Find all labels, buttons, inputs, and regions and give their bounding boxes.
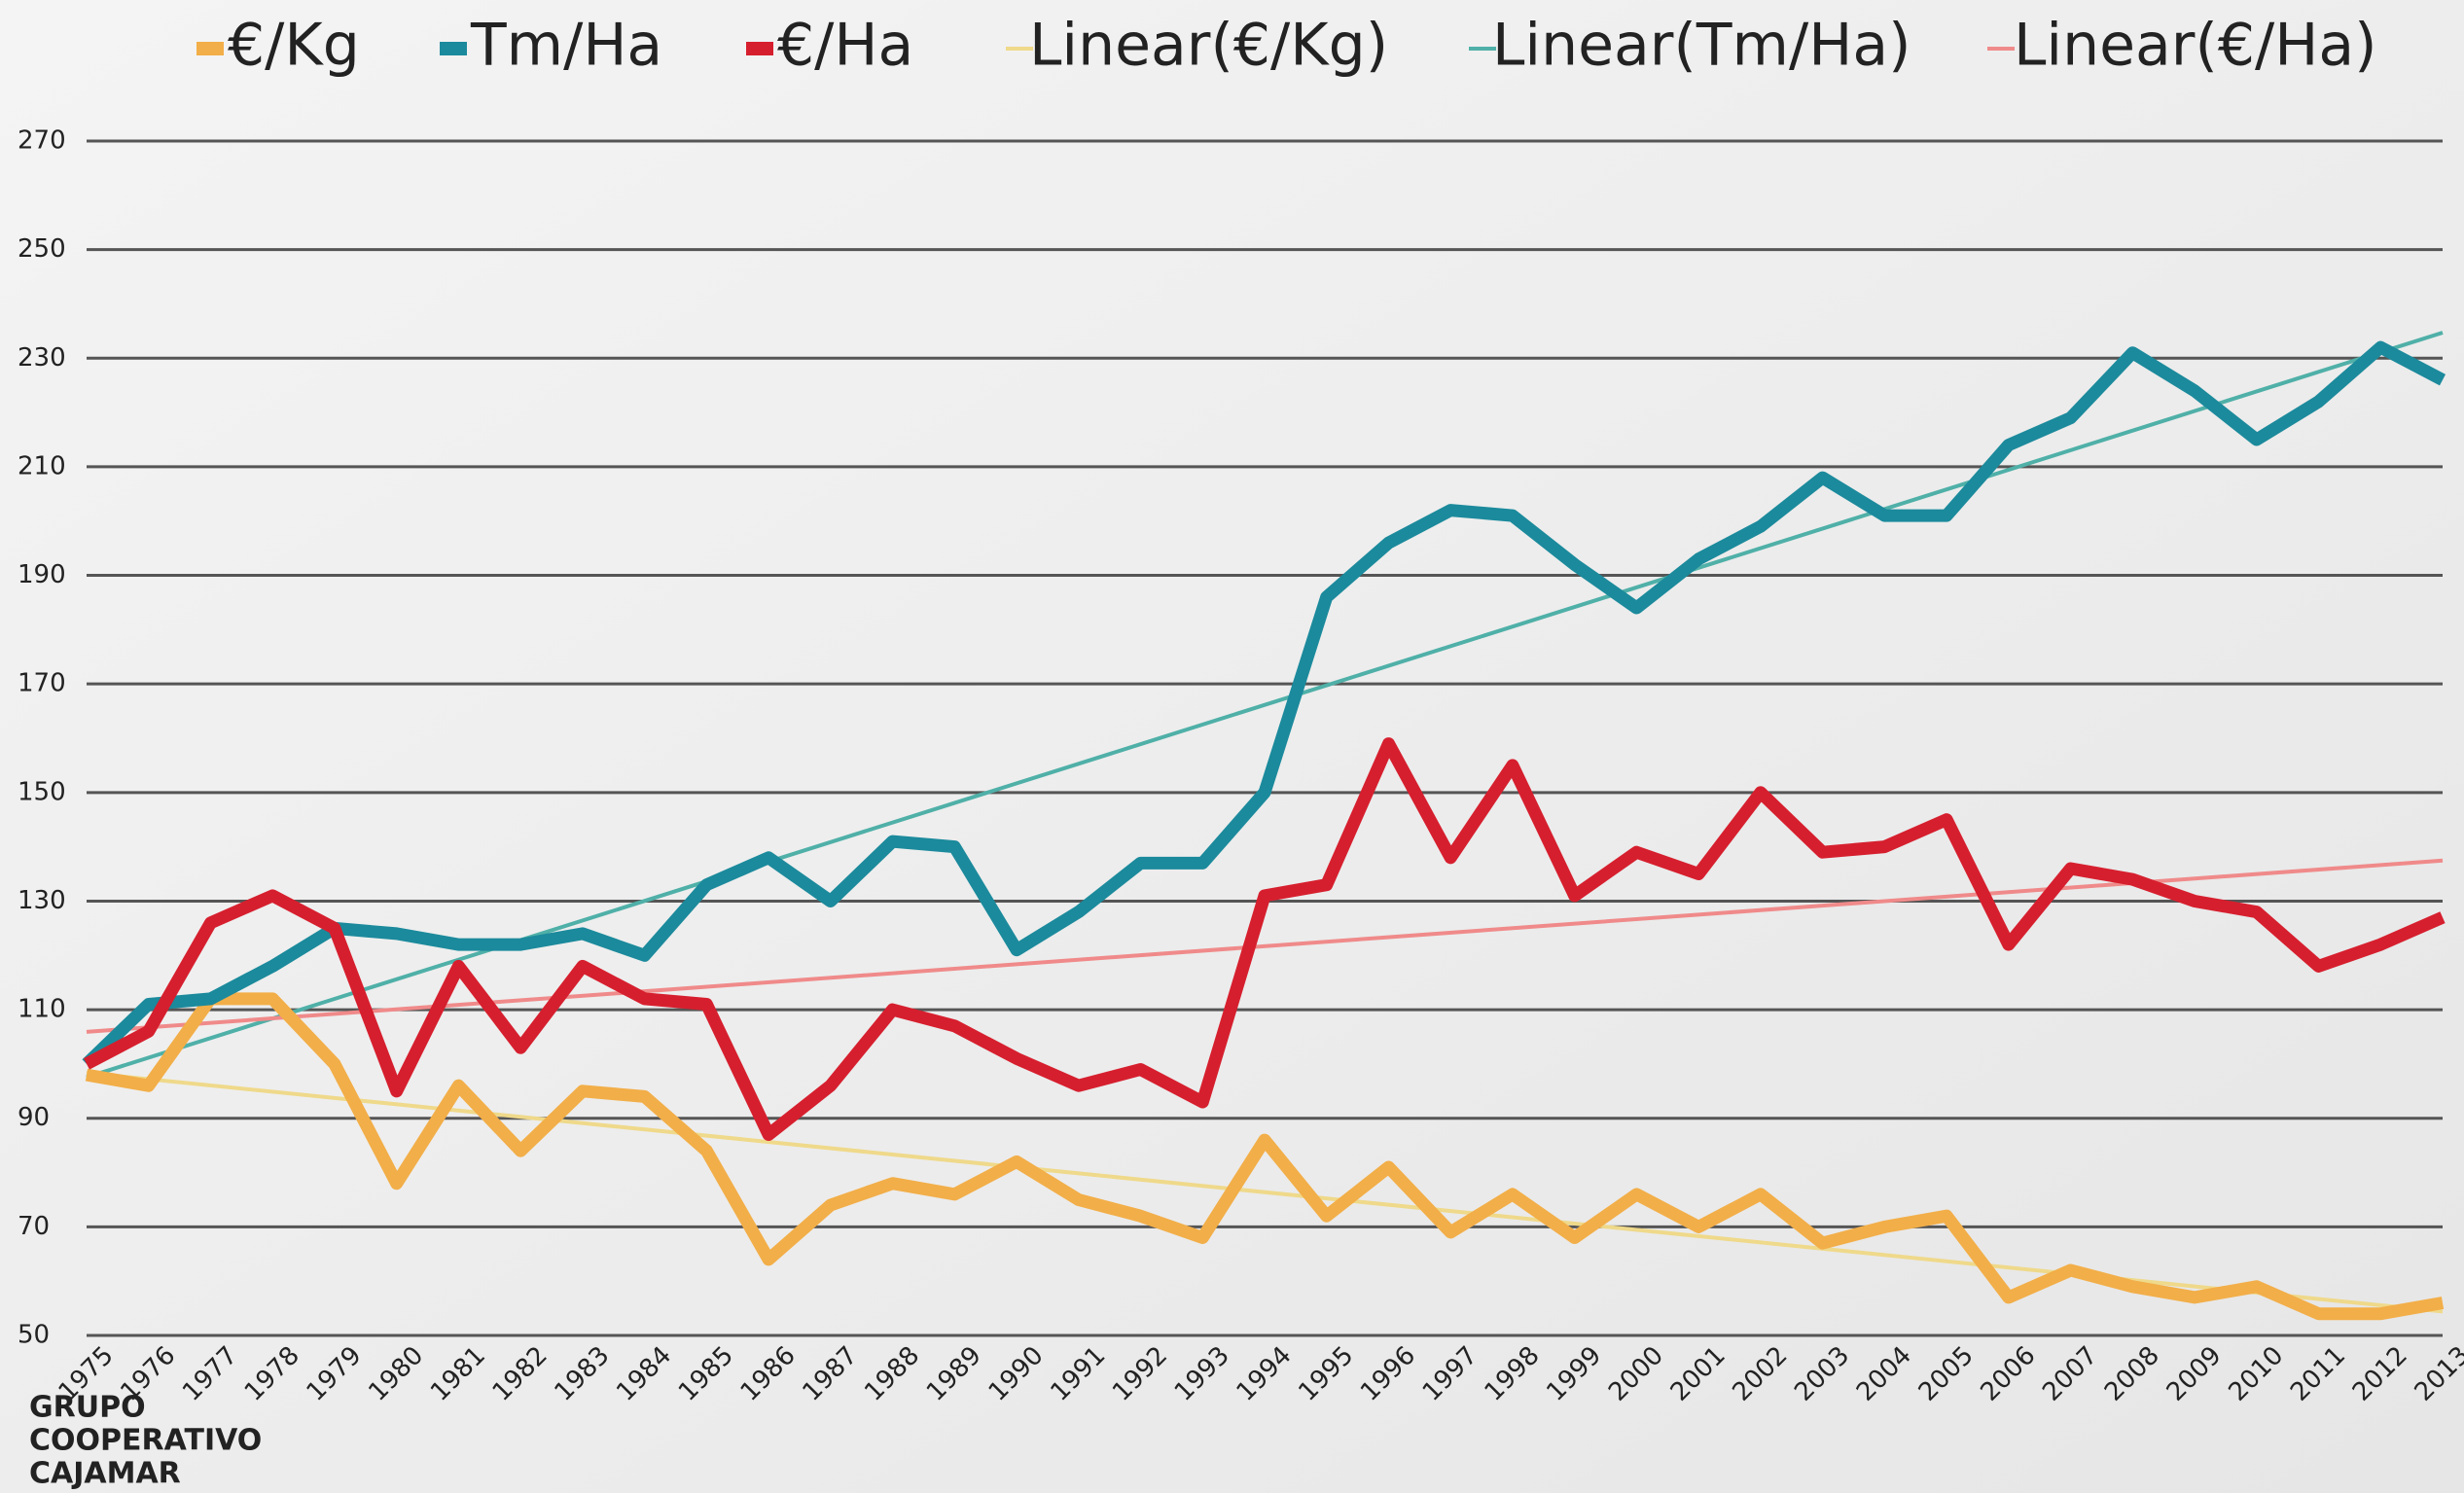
y-tick-label: 230 (18, 343, 66, 373)
y-tick-label: 70 (18, 1212, 50, 1241)
logo-text: CAJAMAR (29, 1457, 181, 1491)
legend-label: €/Kg (228, 12, 360, 80)
legend-label: Linear(€/Ha) (2014, 12, 2377, 80)
y-tick-label: 90 (18, 1103, 50, 1132)
legend-label: Linear(Tm/Ha) (1492, 12, 1911, 80)
legend-label: Linear(€/Kg) (1029, 12, 1388, 80)
y-tick-label: 210 (18, 451, 66, 480)
series-line (85, 992, 2445, 1321)
y-tick-label: 250 (18, 234, 66, 264)
logo-text: COOPERATIVO (29, 1424, 262, 1458)
logo-text: GRUPO (29, 1391, 146, 1425)
y-tick-label: 130 (18, 886, 66, 915)
trendline (86, 331, 2444, 1080)
series-line (82, 340, 2446, 1069)
series-line (83, 737, 2446, 1141)
y-tick-label: 270 (18, 126, 66, 156)
legend-label: €/Ha (777, 12, 913, 80)
y-tick-label: 110 (18, 995, 66, 1024)
y-tick-label: 150 (18, 777, 66, 806)
legend-label: Tm/Ha (470, 12, 662, 80)
y-tick-label: 170 (18, 669, 66, 698)
y-tick-label: 190 (18, 560, 66, 589)
y-tick-label: 50 (18, 1321, 50, 1350)
